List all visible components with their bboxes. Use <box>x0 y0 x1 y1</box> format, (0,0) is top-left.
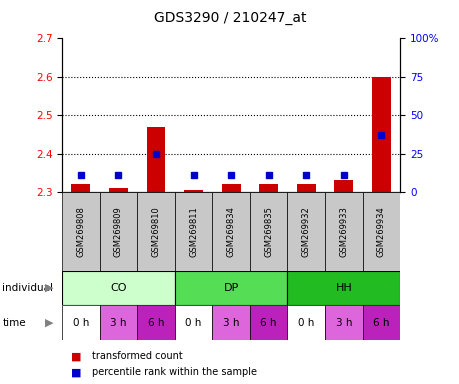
Text: ▶: ▶ <box>45 318 54 328</box>
Text: 6 h: 6 h <box>260 318 276 328</box>
Bar <box>287 271 399 305</box>
Bar <box>287 305 325 340</box>
Bar <box>137 305 174 340</box>
Bar <box>100 305 137 340</box>
Bar <box>287 192 325 271</box>
Text: ■: ■ <box>71 367 82 377</box>
Bar <box>221 184 240 192</box>
Bar <box>334 180 353 192</box>
Bar <box>100 192 137 271</box>
Bar <box>325 192 362 271</box>
Bar <box>362 192 399 271</box>
Bar <box>174 305 212 340</box>
Text: GSM269809: GSM269809 <box>114 206 123 257</box>
Text: GSM269933: GSM269933 <box>339 206 347 257</box>
Text: 6 h: 6 h <box>147 318 164 328</box>
Text: GSM269808: GSM269808 <box>76 206 85 257</box>
Text: percentile rank within the sample: percentile rank within the sample <box>92 367 257 377</box>
Bar <box>62 305 100 340</box>
Text: GSM269810: GSM269810 <box>151 206 160 257</box>
Bar <box>259 184 278 192</box>
Text: GSM269932: GSM269932 <box>301 206 310 257</box>
Text: 0 h: 0 h <box>185 318 202 328</box>
Text: GSM269934: GSM269934 <box>376 206 385 257</box>
Bar <box>174 271 287 305</box>
Text: HH: HH <box>335 283 352 293</box>
Text: GSM269835: GSM269835 <box>263 206 273 257</box>
Bar <box>62 192 100 271</box>
Bar <box>212 305 249 340</box>
Bar <box>71 184 90 192</box>
Bar <box>109 188 128 192</box>
Text: DP: DP <box>223 283 238 293</box>
Bar <box>249 305 287 340</box>
Text: GSM269811: GSM269811 <box>189 206 198 257</box>
Text: transformed count: transformed count <box>92 351 182 361</box>
Bar <box>325 305 362 340</box>
Text: 0 h: 0 h <box>297 318 314 328</box>
Text: CO: CO <box>110 283 126 293</box>
Bar <box>362 305 399 340</box>
Bar <box>184 190 202 192</box>
Bar <box>296 184 315 192</box>
Text: GSM269834: GSM269834 <box>226 206 235 257</box>
Bar <box>371 77 390 192</box>
Bar <box>146 127 165 192</box>
Text: 3 h: 3 h <box>110 318 126 328</box>
Bar <box>174 192 212 271</box>
Bar <box>249 192 287 271</box>
Text: 6 h: 6 h <box>372 318 389 328</box>
Text: 3 h: 3 h <box>335 318 351 328</box>
Bar <box>212 192 249 271</box>
Bar <box>62 271 174 305</box>
Text: GDS3290 / 210247_at: GDS3290 / 210247_at <box>153 11 306 25</box>
Text: ■: ■ <box>71 351 82 361</box>
Text: 0 h: 0 h <box>73 318 89 328</box>
Text: 3 h: 3 h <box>223 318 239 328</box>
Bar <box>137 192 174 271</box>
Text: time: time <box>2 318 26 328</box>
Text: ▶: ▶ <box>45 283 54 293</box>
Text: individual: individual <box>2 283 53 293</box>
